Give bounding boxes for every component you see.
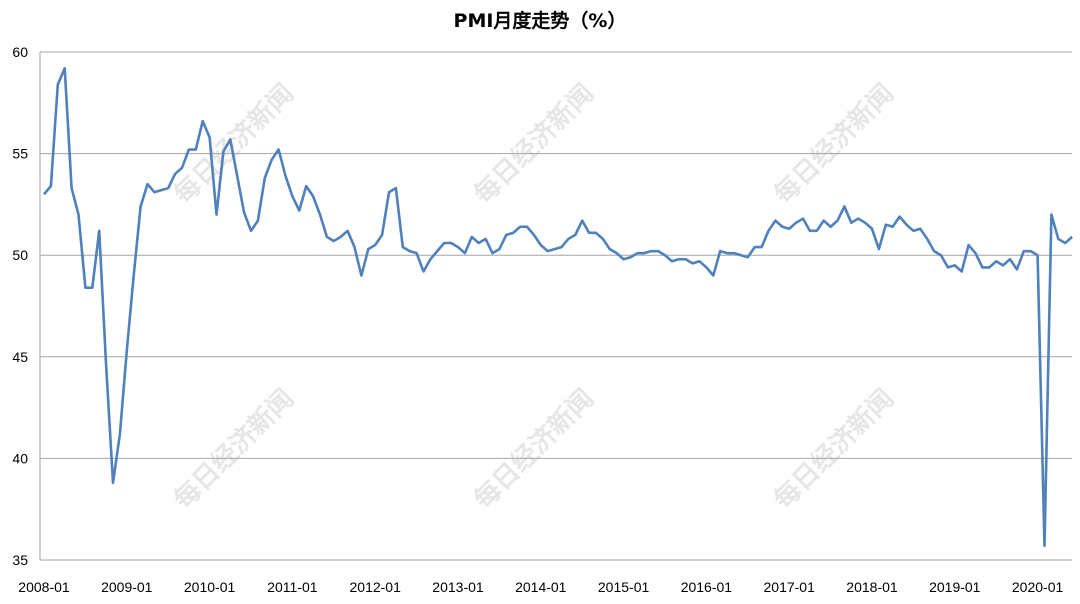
y-tick-label: 50 (12, 247, 28, 263)
x-tick-label: 2012-01 (350, 579, 402, 595)
y-tick-label: 55 (12, 146, 28, 162)
y-axis: 35 40 45 50 55 60 (12, 44, 28, 568)
pmi-series-line (43, 66, 1073, 548)
chart-title: PMI月度走势（%） (453, 10, 627, 32)
x-tick-label: 2020-01 (1012, 579, 1064, 595)
x-axis: 2008-01 2009-01 2010-01 2011-01 2012-01 2013-… (18, 579, 1063, 595)
x-tick-label: 2017-01 (764, 579, 816, 595)
x-tick-label: 2016-01 (681, 579, 733, 595)
y-tick-label: 40 (12, 450, 28, 466)
watermark-text: 每日经济新闻 (168, 383, 300, 515)
y-tick-label: 60 (12, 44, 28, 60)
x-tick-label: 2013-01 (432, 579, 484, 595)
x-tick-label: 2009-01 (101, 579, 153, 595)
x-tick-label: 2015-01 (598, 579, 650, 595)
y-tick-label: 45 (12, 349, 28, 365)
x-tick-label: 2011-01 (267, 579, 318, 595)
y-tick-label: 35 (12, 552, 28, 568)
x-tick-label: 2010-01 (184, 579, 236, 595)
gridlines (39, 51, 1072, 561)
watermark-text: 每日经济新闻 (468, 78, 600, 210)
x-tick-label: 2018-01 (846, 579, 898, 595)
watermark-text: 每日经济新闻 (468, 383, 600, 515)
x-tick-label: 2014-01 (515, 579, 567, 595)
x-tick-label: 2019-01 (929, 579, 981, 595)
x-tick-label: 2008-01 (18, 579, 70, 595)
watermark-text: 每日经济新闻 (168, 78, 300, 210)
watermark-text: 每日经济新闻 (768, 383, 900, 515)
watermark-text: 每日经济新闻 (768, 78, 900, 210)
